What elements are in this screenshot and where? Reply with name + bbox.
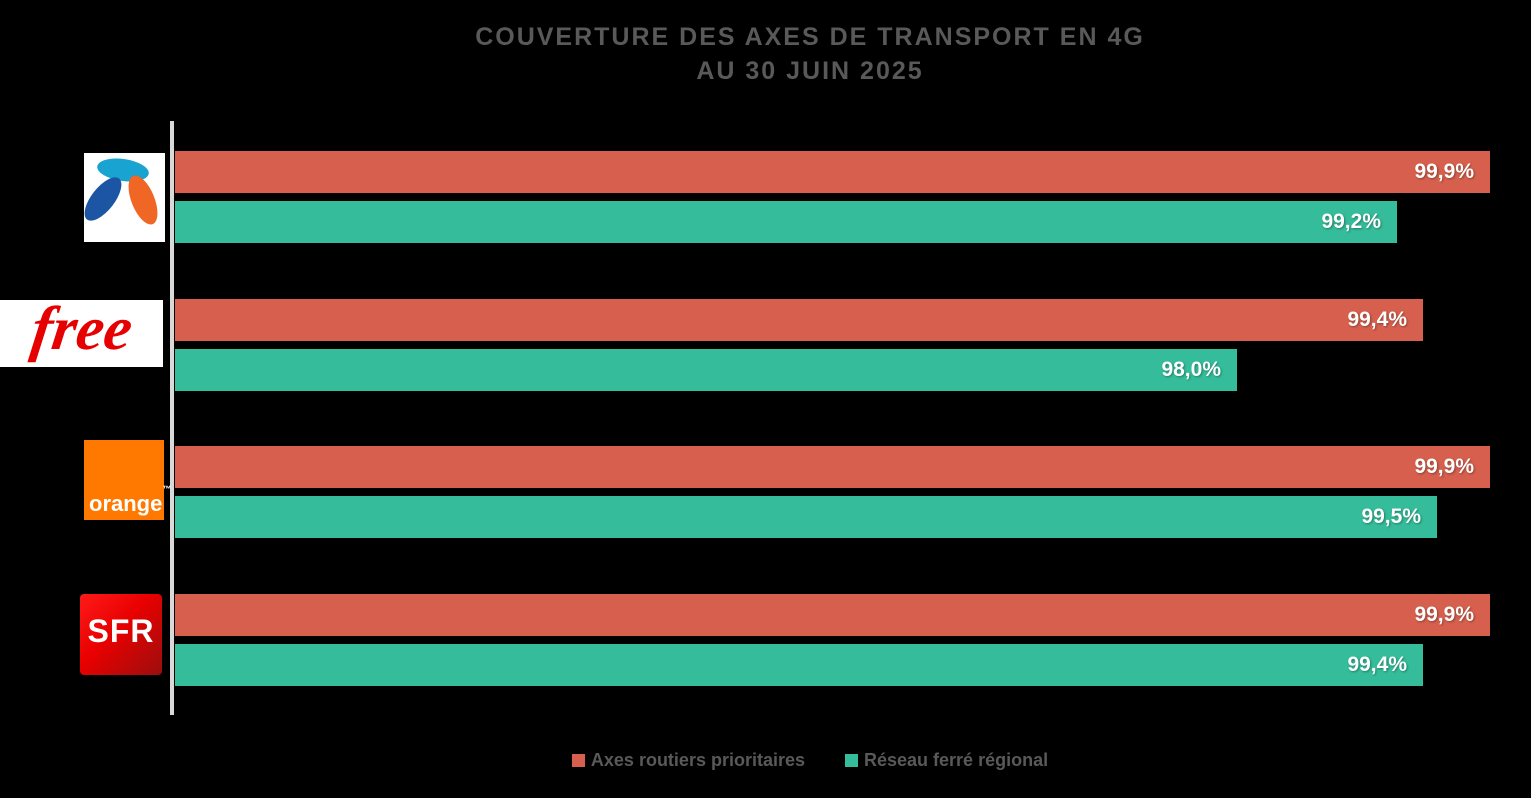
bar: 98,0% xyxy=(175,349,1237,391)
bar-value-label: 99,4% xyxy=(1347,308,1407,331)
bar: 99,4% xyxy=(175,644,1423,686)
bar-value-label: 98,0% xyxy=(1161,358,1221,381)
bar: 99,9% xyxy=(175,594,1490,636)
sfr-wordmark: SFR xyxy=(87,613,155,649)
category-axis-line xyxy=(170,121,174,715)
legend-label-reseau-ferre: Réseau ferré régional xyxy=(864,750,1049,770)
bar-value-label: 99,2% xyxy=(1321,210,1381,233)
orange-trademark: ™ xyxy=(162,484,172,494)
bar: 99,5% xyxy=(175,496,1437,538)
bar-value-label: 99,5% xyxy=(1361,505,1421,528)
bar-value-label: 99,9% xyxy=(1414,455,1474,478)
logo-bouygues-telecom xyxy=(84,153,165,242)
orange-wordmark: orange™ xyxy=(89,484,172,516)
legend-swatch-axes-routiers xyxy=(571,754,585,767)
legend-item-axes-routiers: Axes routiers prioritaires xyxy=(571,750,805,771)
logo-sfr: SFR xyxy=(80,594,162,675)
bar: 99,4% xyxy=(175,299,1423,341)
bar: 99,2% xyxy=(175,201,1397,243)
bar-value-label: 99,4% xyxy=(1347,653,1407,676)
legend-swatch-reseau-ferre xyxy=(845,754,858,767)
chart-title-line-1: COUVERTURE DES AXES DE TRANSPORT EN 4G xyxy=(475,23,1145,51)
logo-orange: orange™ xyxy=(84,440,171,520)
logo-free: free xyxy=(0,294,163,367)
bar-value-label: 99,9% xyxy=(1414,603,1474,626)
chart-title-line-2: AU 30 JUIN 2025 xyxy=(696,57,924,85)
bar: 99,9% xyxy=(175,446,1490,488)
legend-item-reseau-ferre: Réseau ferré régional xyxy=(845,750,1048,771)
legend: Axes routiers prioritaires Réseau ferré … xyxy=(90,750,1530,771)
bouygues-ellipses-icon xyxy=(84,158,158,225)
bar: 99,9% xyxy=(175,151,1490,193)
bar-value-label: 99,9% xyxy=(1414,160,1474,183)
chart-title: COUVERTURE DES AXES DE TRANSPORT EN 4G A… xyxy=(90,20,1530,88)
legend-label-axes-routiers: Axes routiers prioritaires xyxy=(590,750,805,770)
free-wordmark: free xyxy=(26,294,137,363)
